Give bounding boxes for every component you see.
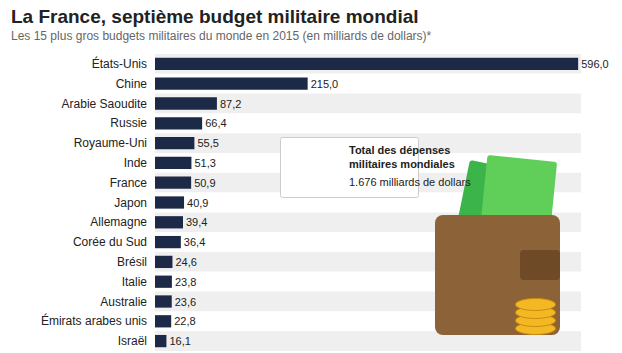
svg-text:16,1: 16,1 [169, 335, 190, 347]
svg-text:Les 15 plus gros budgets milit: Les 15 plus gros budgets militaires du m… [11, 29, 432, 43]
svg-text:66,4: 66,4 [205, 117, 226, 129]
svg-text:1.676 milliards de dollars: 1.676 milliards de dollars [349, 176, 471, 188]
svg-text:51,3: 51,3 [194, 157, 215, 169]
svg-text:États-Unis: États-Unis [92, 56, 147, 71]
svg-text:39,4: 39,4 [186, 216, 207, 228]
svg-text:87,2: 87,2 [220, 98, 241, 110]
svg-text:Royaume-Uni: Royaume-Uni [74, 136, 147, 150]
svg-text:Japon: Japon [114, 196, 147, 210]
svg-text:Inde: Inde [124, 156, 148, 170]
svg-text:France: France [110, 176, 148, 190]
svg-text:215,0: 215,0 [311, 78, 339, 90]
svg-text:40,9: 40,9 [187, 197, 208, 209]
svg-text:Israël: Israël [118, 334, 147, 348]
svg-text:22,8: 22,8 [174, 315, 195, 327]
svg-text:36,4: 36,4 [184, 236, 205, 248]
svg-text:Arabie Saoudite: Arabie Saoudite [62, 97, 148, 111]
svg-text:596,0: 596,0 [581, 58, 609, 70]
svg-text:Australie: Australie [100, 295, 147, 309]
svg-text:Russie: Russie [110, 116, 147, 130]
svg-text:Brésil: Brésil [117, 255, 147, 269]
svg-text:Chine: Chine [116, 77, 148, 91]
svg-text:militaires mondiales: militaires mondiales [349, 158, 455, 170]
svg-text:Émirats arabes unis: Émirats arabes unis [41, 313, 147, 328]
svg-text:55,5: 55,5 [197, 137, 218, 149]
svg-text:La France, septième budget mil: La France, septième budget militaire mon… [11, 6, 419, 27]
svg-text:50,9: 50,9 [194, 177, 215, 189]
svg-text:Total des dépenses: Total des dépenses [349, 144, 450, 156]
svg-text:24,6: 24,6 [175, 256, 196, 268]
svg-text:Corée du Sud: Corée du Sud [73, 235, 147, 249]
svg-text:23,6: 23,6 [175, 296, 196, 308]
svg-text:23,8: 23,8 [175, 276, 196, 288]
svg-text:Italie: Italie [122, 275, 148, 289]
svg-text:Allemagne: Allemagne [90, 215, 147, 229]
